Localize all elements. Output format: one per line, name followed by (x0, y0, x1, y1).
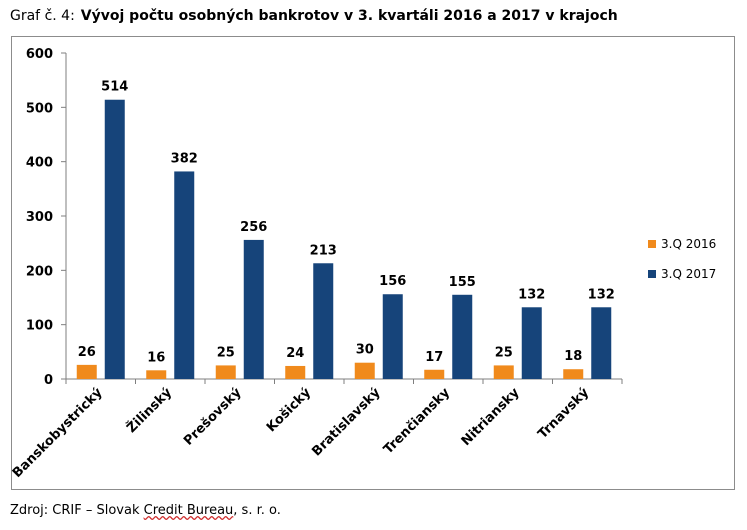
y-tick-label: 100 (26, 319, 53, 334)
x-tick-label: Žilinský (124, 384, 176, 436)
x-tick-label: Banskobystrický (10, 385, 106, 481)
bar-2016 (563, 369, 584, 379)
data-label-2017: 514 (101, 80, 128, 95)
y-tick-label: 600 (26, 47, 53, 62)
data-label-2017: 156 (379, 274, 406, 289)
bar-2017 (243, 239, 264, 379)
legend-swatch-2017 (648, 270, 656, 278)
y-tick-label: 400 (26, 156, 53, 171)
legend-label-2016: 3.Q 2016 (661, 237, 717, 251)
x-tick-label: Košický (264, 385, 314, 435)
data-label-2016: 26 (78, 345, 96, 360)
bar-2016 (285, 365, 306, 379)
source-suffix: , s. r. o. (233, 503, 281, 518)
data-label-2016: 25 (217, 345, 235, 360)
x-tick-label: Bratislavský (309, 385, 384, 460)
legend-item-2017: 3.Q 2017 (648, 266, 716, 282)
data-label-2016: 18 (564, 349, 582, 364)
bar-2017 (174, 171, 195, 379)
data-label-2017: 213 (310, 243, 337, 258)
data-label-2017: 155 (449, 275, 476, 290)
chart-title: Vývoj počtu osobných bankrotov v 3. kvar… (80, 8, 618, 24)
x-tick-label: Trnavský (535, 385, 592, 442)
bar-2016 (146, 370, 167, 379)
data-label-2017: 256 (240, 220, 267, 235)
bar-2016 (215, 365, 236, 379)
bar-2017 (521, 307, 542, 379)
bar-2017 (452, 294, 473, 379)
figure-number: Graf č. 4: (10, 8, 75, 24)
bar-2016 (354, 362, 375, 379)
legend: 3.Q 2016 3.Q 2017 (648, 236, 716, 296)
data-label-2016: 17 (425, 350, 443, 365)
x-tick-label: Trenčiansky (381, 385, 453, 457)
legend-swatch-2016 (648, 240, 656, 248)
data-label-2016: 24 (286, 346, 304, 361)
bar-2017 (313, 263, 334, 379)
bar-2016 (493, 365, 514, 379)
x-tick-label: Prešovský (181, 385, 245, 449)
figure-caption: Graf č. 4: Vývoj počtu osobných bankrotov… (10, 8, 618, 24)
data-label-2017: 132 (518, 287, 545, 302)
bar-2017 (591, 307, 612, 379)
bar-2017 (104, 99, 125, 379)
data-label-2016: 16 (147, 350, 165, 365)
source-prefix: Zdroj: CRIF – Slovak (10, 503, 144, 518)
bar-2016 (76, 364, 97, 379)
data-label-2017: 382 (171, 151, 198, 166)
legend-item-2016: 3.Q 2016 (648, 236, 716, 252)
source-note: Zdroj: CRIF – Slovak Credit Bureau, s. r… (10, 503, 281, 518)
bar-2016 (424, 369, 445, 379)
y-tick-label: 200 (26, 264, 53, 279)
y-tick-label: 500 (26, 101, 53, 116)
data-label-2016: 25 (495, 345, 513, 360)
y-tick-label: 300 (26, 210, 53, 225)
data-label-2017: 132 (588, 287, 615, 302)
chart-frame (11, 36, 735, 490)
legend-label-2017: 3.Q 2017 (661, 267, 717, 281)
y-tick-label: 0 (44, 373, 53, 388)
x-tick-label: Nitriansky (459, 385, 523, 449)
bar-2017 (382, 294, 403, 379)
source-company: Credit Bureau (143, 503, 234, 518)
data-label-2016: 30 (356, 343, 374, 358)
